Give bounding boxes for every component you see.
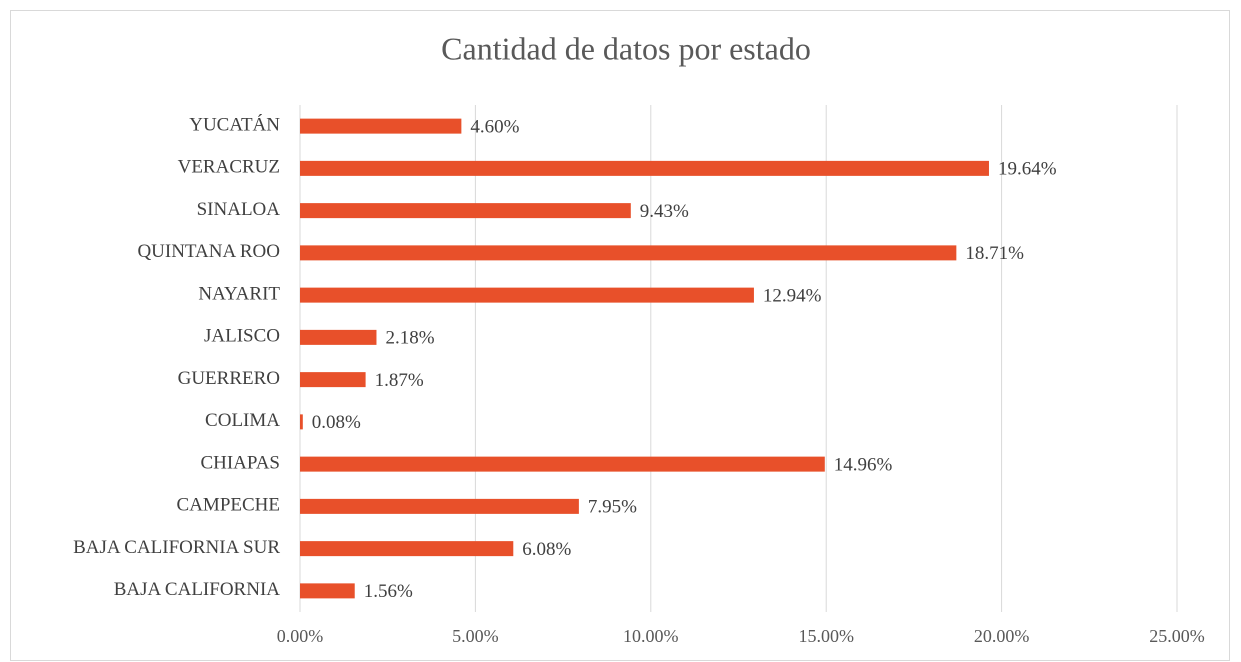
data-label: 7.95% — [588, 497, 637, 518]
bar — [300, 498, 579, 514]
bar — [300, 414, 303, 430]
data-label: 19.64% — [998, 159, 1057, 180]
y-tick-label: CHIAPAS — [200, 452, 280, 473]
y-tick-label: YUCATÁN — [189, 113, 280, 135]
bar — [300, 203, 631, 219]
y-tick-label: BAJA CALIFORNIA — [114, 579, 281, 600]
y-tick-label: GUERRERO — [178, 368, 280, 389]
data-label: 6.08% — [522, 539, 571, 560]
bar — [300, 245, 957, 261]
bar — [300, 456, 825, 472]
x-tick-label: 10.00% — [623, 626, 679, 646]
y-tick-label: COLIMA — [205, 410, 280, 431]
data-label: 0.08% — [312, 412, 361, 433]
x-tick-label: 20.00% — [974, 626, 1030, 646]
bar — [300, 583, 355, 599]
data-label: 4.60% — [470, 116, 519, 137]
data-label: 9.43% — [640, 201, 689, 222]
x-tick-label: 15.00% — [798, 626, 854, 646]
y-tick-label: VERACRUZ — [178, 157, 280, 178]
y-tick-label: JALISCO — [204, 326, 280, 347]
x-tick-label: 5.00% — [452, 626, 499, 646]
chart-border — [10, 10, 1230, 661]
bar — [300, 160, 989, 176]
data-label: 14.96% — [834, 454, 893, 475]
bar — [300, 287, 754, 303]
x-tick-label: 0.00% — [277, 626, 324, 646]
data-label: 1.56% — [364, 581, 413, 602]
chart-title: Cantidad de datos por estado — [441, 30, 811, 66]
y-tick-label: CAMPECHE — [177, 495, 280, 516]
data-label: 12.94% — [763, 285, 822, 306]
y-tick-label: SINALOA — [197, 199, 281, 220]
y-tick-label: BAJA CALIFORNIA SUR — [73, 537, 280, 558]
x-tick-label: 25.00% — [1149, 626, 1205, 646]
data-label: 18.71% — [965, 243, 1024, 264]
data-label: 1.87% — [375, 370, 424, 391]
bar — [300, 541, 514, 557]
y-tick-label: NAYARIT — [198, 283, 280, 304]
bar — [300, 372, 366, 388]
bar — [300, 118, 462, 134]
bar — [300, 329, 377, 345]
data-label: 2.18% — [385, 328, 434, 349]
y-tick-label: QUINTANA ROO — [137, 241, 280, 262]
